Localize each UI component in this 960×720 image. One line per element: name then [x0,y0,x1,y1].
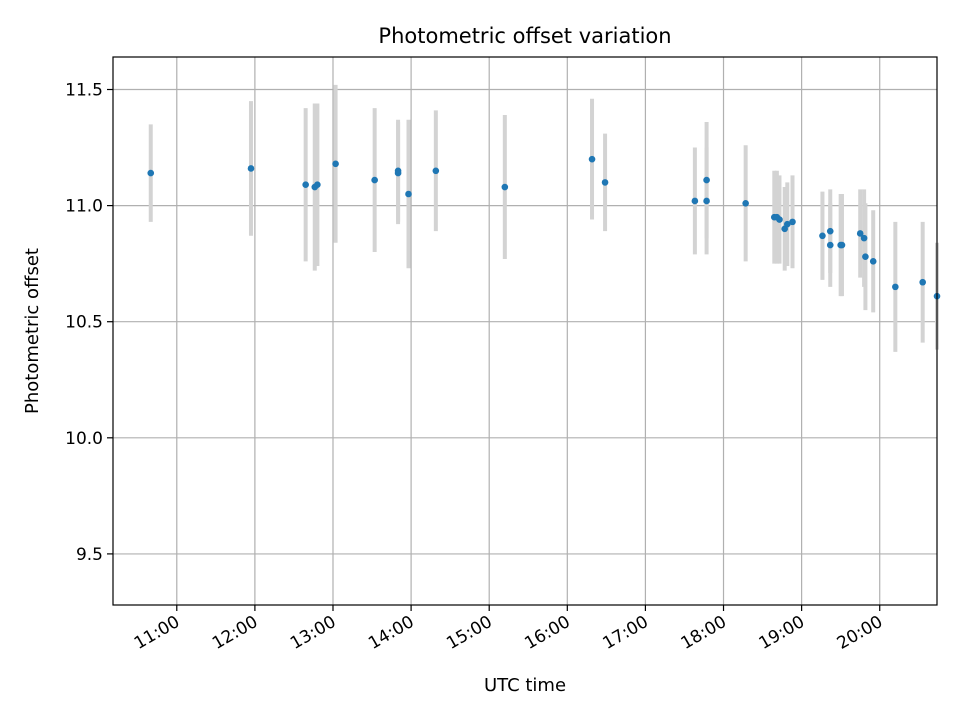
data-point [826,241,834,249]
data-point [742,199,749,207]
data-point [838,241,846,249]
y-tick-label: 11.5 [65,81,103,101]
data-point [819,232,826,240]
data-point [501,183,509,191]
y-tick-label: 10.0 [65,429,103,449]
data-points [147,155,941,300]
data-point [371,176,378,184]
data-point [302,181,309,189]
data-point [703,197,710,205]
data-point [789,218,796,226]
y-tick-label: 11.0 [65,197,103,217]
grid [113,57,937,605]
data-point [691,197,699,205]
y-tick-label: 9.5 [76,545,103,565]
data-point [247,165,255,172]
chart-title: Photometric offset variation [378,24,671,48]
data-point [826,227,834,235]
data-point [860,234,868,242]
data-point [405,190,412,198]
data-point [703,176,710,184]
data-point [784,220,791,228]
data-point [432,167,440,175]
y-axis: 9.5 10.0 10.5 11.0 11.5 [65,81,113,565]
data-point [869,258,877,265]
data-point [147,169,155,177]
data-point [892,283,899,291]
data-point [394,169,402,177]
y-tick-label: 10.5 [65,313,103,333]
data-point [919,278,926,286]
data-point [776,216,783,223]
data-point [862,253,869,260]
y-axis-title: Photometric offset [22,248,43,414]
data-point [332,160,339,168]
data-point [588,155,596,163]
plot-frame [112,56,938,606]
data-point [856,230,864,237]
data-point [314,181,321,189]
x-axis-title: UTC time [484,675,566,696]
data-point [601,179,609,186]
